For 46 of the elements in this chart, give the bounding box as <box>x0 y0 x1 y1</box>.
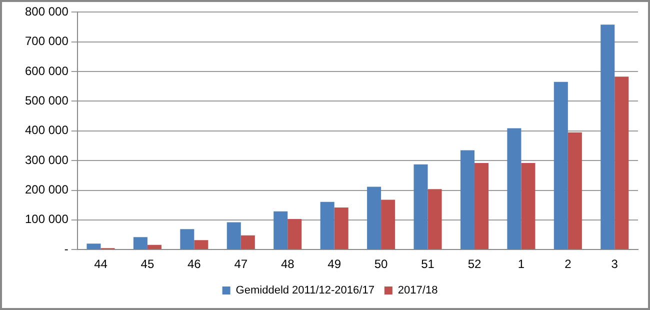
y-tick-label: 800 000 <box>24 4 69 19</box>
bar <box>226 222 241 250</box>
bar <box>460 150 474 250</box>
legend-label: 2017/18 <box>398 284 438 297</box>
bar <box>320 202 334 250</box>
x-tick-label: 3 <box>611 257 618 272</box>
x-tick-label: 1 <box>518 257 525 272</box>
y-tick-label: 700 000 <box>24 34 69 48</box>
y-tick-label: 500 000 <box>24 94 69 108</box>
bar <box>381 200 396 250</box>
bar <box>194 240 208 250</box>
x-tick-label: 51 <box>421 257 435 272</box>
bar <box>428 189 442 250</box>
y-tick-label: - <box>64 242 68 256</box>
bar <box>568 132 582 250</box>
x-tick-label: 48 <box>280 257 295 272</box>
x-tick-label: 49 <box>328 257 342 272</box>
bar <box>507 128 522 250</box>
x-tick-label: 50 <box>374 257 388 272</box>
bar <box>86 244 101 250</box>
y-tick-label: 100 000 <box>24 212 69 226</box>
bar <box>414 164 428 250</box>
x-tick-label: 46 <box>187 257 202 272</box>
y-tick-label: 300 000 <box>24 152 69 167</box>
bar <box>274 211 288 250</box>
bar <box>133 237 148 250</box>
bar <box>474 162 488 250</box>
y-tick-label: 200 000 <box>24 182 69 197</box>
legend-label: Gemiddeld 2011/12-2016/17 <box>236 284 374 297</box>
bar <box>614 76 629 250</box>
x-tick-label: 47 <box>234 257 248 272</box>
x-tick-label: 44 <box>94 257 108 272</box>
x-tick-label: 52 <box>468 257 482 272</box>
bar <box>521 162 536 250</box>
x-tick-label: 2 <box>564 257 572 272</box>
bar <box>334 207 348 250</box>
y-tick-label: 600 000 <box>24 64 69 78</box>
x-tick-label: 45 <box>140 257 154 272</box>
bar <box>554 82 568 250</box>
bar <box>600 24 615 250</box>
y-tick-label: 400 000 <box>24 123 69 138</box>
bar <box>147 244 162 250</box>
bar <box>180 229 194 250</box>
bar <box>240 235 255 250</box>
bar <box>367 186 382 250</box>
bar <box>288 219 302 250</box>
